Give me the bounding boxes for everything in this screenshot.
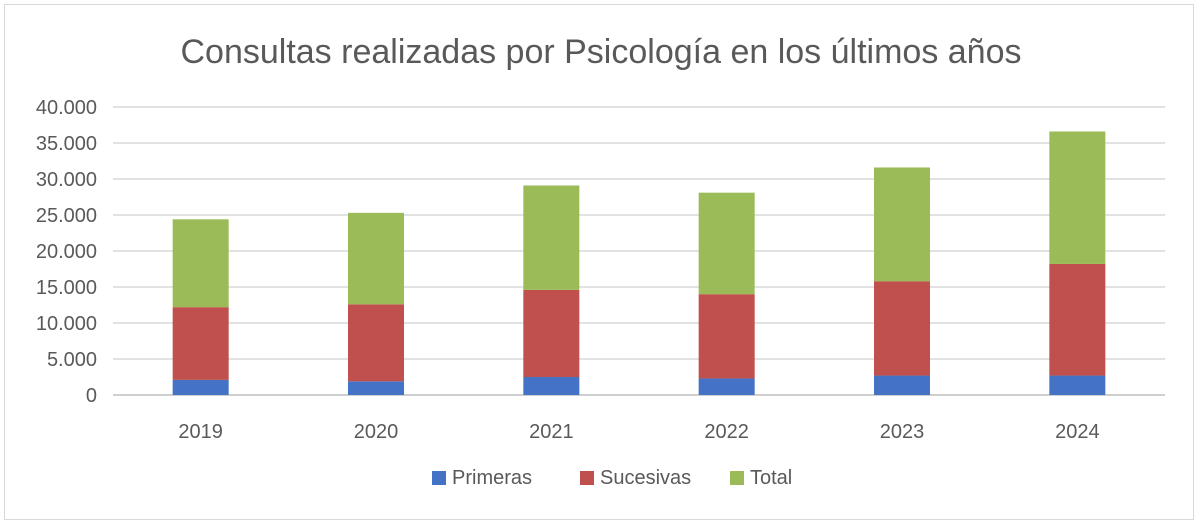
x-tick-label: 2023 <box>880 421 925 443</box>
y-tick-label: 5.000 <box>47 349 97 371</box>
legend-label-primeras: Primeras <box>452 467 532 489</box>
y-tick-label: 25.000 <box>36 205 97 227</box>
stacked-bar-chart: Consultas realizadas por Psicología en l… <box>36 33 1165 489</box>
bar-sucesivas-2021 <box>523 289 580 377</box>
bar-primeras-2021 <box>523 377 580 395</box>
bar-total-2024 <box>1049 131 1106 264</box>
bar-primeras-2019 <box>172 379 229 395</box>
bar-sucesivas-2019 <box>172 307 229 380</box>
legend-label-sucesivas: Sucesivas <box>600 467 691 489</box>
legend-swatch-total <box>730 471 744 485</box>
x-tick-label: 2021 <box>529 421 574 443</box>
x-tick-label: 2024 <box>1055 421 1100 443</box>
y-tick-label: 0 <box>86 385 97 407</box>
bar-sucesivas-2023 <box>874 281 930 376</box>
bar-total-2022 <box>698 192 755 295</box>
y-tick-label: 40.000 <box>36 97 97 119</box>
x-tick-label: 2019 <box>178 421 223 443</box>
x-axis-tick-labels: 2019 2020 2021 2022 2023 2024 <box>178 421 1099 443</box>
legend-swatch-sucesivas <box>580 471 594 485</box>
bar-total-2023 <box>874 167 930 282</box>
bar-sucesivas-2022 <box>698 294 755 379</box>
bar-primeras-2023 <box>874 375 930 395</box>
bar-sucesivas-2020 <box>348 304 404 382</box>
y-axis-tick-labels: 0 5.000 10.000 15.000 20.000 25.000 30.000 35.0… <box>36 97 97 407</box>
y-tick-label: 10.000 <box>36 313 97 335</box>
bar-sucesivas-2024 <box>1049 263 1106 376</box>
bar-total-2019 <box>172 219 229 308</box>
bars <box>172 131 1106 395</box>
x-tick-label: 2020 <box>354 421 399 443</box>
bar-total-2021 <box>523 185 580 290</box>
y-tick-label: 20.000 <box>36 241 97 263</box>
bar-primeras-2022 <box>698 378 755 395</box>
gridlines <box>113 106 1165 396</box>
legend: Primeras Sucesivas Total <box>432 467 792 489</box>
legend-swatch-primeras <box>432 471 446 485</box>
bar-primeras-2020 <box>348 381 404 395</box>
chart-title: Consultas realizadas por Psicología en l… <box>180 33 1021 71</box>
bar-total-2020 <box>348 212 404 305</box>
bar-primeras-2024 <box>1049 375 1106 395</box>
y-tick-label: 35.000 <box>36 133 97 155</box>
legend-label-total: Total <box>750 467 792 489</box>
x-tick-label: 2022 <box>704 421 749 443</box>
y-tick-label: 15.000 <box>36 277 97 299</box>
y-tick-label: 30.000 <box>36 169 97 191</box>
chart-frame: Consultas realizadas por Psicología en l… <box>4 4 1194 520</box>
